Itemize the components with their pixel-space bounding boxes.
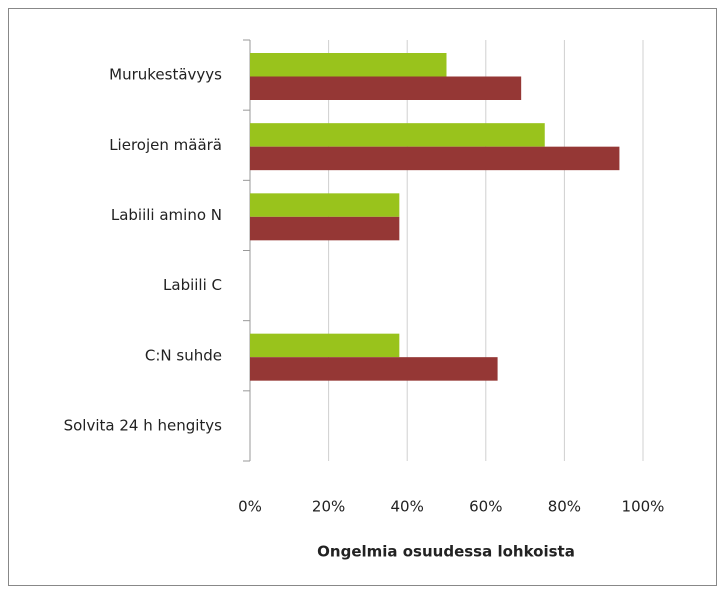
bar <box>250 76 522 100</box>
bar <box>250 123 545 147</box>
y-tick-label: Murukestävyys <box>109 66 222 84</box>
bar <box>250 357 498 381</box>
bar <box>250 216 400 241</box>
y-tick-label: C:N suhde <box>145 346 222 364</box>
chart-frame <box>8 8 717 586</box>
x-tick-label: 100% <box>622 498 665 516</box>
x-tick-label: 40% <box>391 498 424 516</box>
y-tick-label: Labiili amino N <box>111 206 222 224</box>
y-tick-label: Solvita 24 h hengitys <box>64 416 223 434</box>
x-axis-title: Ongelmia osuudessa lohkoista <box>317 543 575 561</box>
bar <box>250 53 447 77</box>
x-tick-label: 20% <box>312 498 345 516</box>
y-tick-label: Labiili C <box>163 276 222 294</box>
bar <box>250 333 400 358</box>
bar <box>250 146 620 171</box>
x-tick-label: 60% <box>469 498 502 516</box>
bar <box>250 193 400 217</box>
x-tick-label: 0% <box>238 498 262 516</box>
y-tick-label: Lierojen määrä <box>109 136 222 154</box>
x-tick-label: 80% <box>548 498 581 516</box>
